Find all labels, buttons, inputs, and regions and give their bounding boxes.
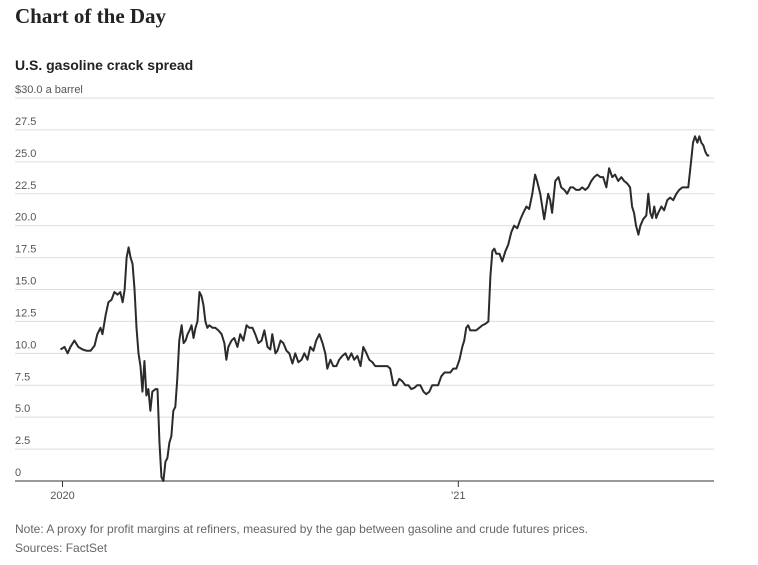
chart-title: Chart of the Day — [15, 4, 167, 28]
x-tick-label: 2020 — [50, 490, 74, 502]
y-tick-label: 22.5 — [15, 180, 36, 192]
y-tick-label: 10.0 — [15, 339, 36, 351]
source: Sources: FactSet — [15, 541, 108, 555]
y-tick-label: 25.0 — [15, 148, 36, 160]
note: Note: A proxy for profit margins at refi… — [15, 522, 588, 536]
y-tick-label: $30.0 a barrel — [15, 84, 83, 96]
y-tick-label: 5.0 — [15, 403, 30, 415]
x-tick-label: '21 — [451, 490, 465, 502]
y-tick-label: 7.5 — [15, 371, 30, 383]
y-tick-label: 17.5 — [15, 244, 36, 256]
line — [59, 135, 710, 482]
chart-subtitle: U.S. gasoline crack spread — [15, 57, 193, 73]
y-tick-label: 2.5 — [15, 435, 30, 447]
y-tick-label: 20.0 — [15, 212, 36, 224]
y-tick-label: 12.5 — [15, 307, 36, 319]
y-tick-label: 0 — [15, 467, 21, 479]
y-tick-label: 27.5 — [15, 116, 36, 128]
y-tick-label: 15.0 — [15, 276, 36, 288]
